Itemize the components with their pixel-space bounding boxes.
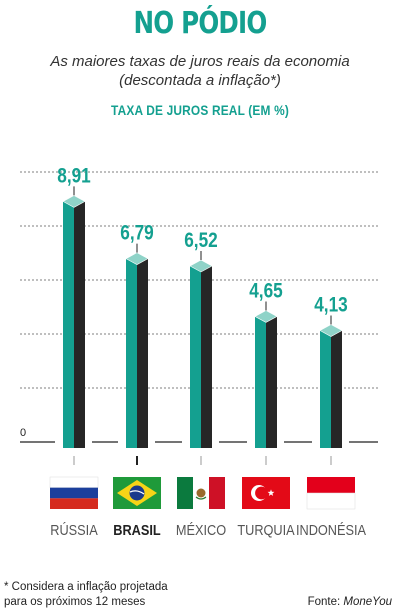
mexico-flag-green [177,477,193,509]
turkey-flag-crescent-inner [255,486,268,500]
bar-cap [254,310,278,323]
bar-front [126,258,137,448]
source-credit: Fonte: MoneYou [308,596,392,608]
bar-side [201,265,212,448]
mexico-flag-red [209,477,225,509]
mexico-flag-emblem [196,488,206,498]
brazil-flag-band [129,490,145,495]
category-label: RÚSSIA [50,521,98,538]
bar-value-label: 4,13 [314,294,348,317]
category-label: MÉXICO [176,521,226,538]
category-label: TURQUIA [237,521,295,538]
bar-front [320,330,331,448]
bar-value-label: 6,52 [184,229,218,252]
zero-tick-label: 0 [20,427,26,439]
page-subtitle: As maiores taxas de juros reais da econo… [50,53,350,89]
bar-cap [319,324,343,337]
bar-front [255,316,266,448]
bar-value-label: 8,91 [57,165,91,188]
indonesia-flag-red [307,477,355,493]
russia-flag-white [49,476,99,488]
bar-side [74,201,85,448]
bar-side [137,258,148,448]
source-name: MoneYou [343,596,392,608]
brazil-flag-globe [129,485,145,501]
bar-cap [125,252,149,266]
russia-flag-red [50,498,98,509]
page-title: NO PÓDIO [133,6,268,41]
source-label: Fonte: [307,596,344,608]
bar-value-label: 4,65 [249,280,283,303]
footnote-line-2: para os próximos 12 meses [4,596,146,608]
mexico-flag-wreath [195,496,207,500]
footnote-line-1: * Considera a inflação projetada [4,581,168,593]
turkey-flag-star [267,489,275,496]
bar-cap [62,195,86,208]
russia-flag-blue [50,487,98,499]
bar-front [63,201,74,448]
bar-value-label: 6,79 [120,222,154,245]
y-axis-label: TAXA DE JUROS REAL (EM %) [111,102,289,118]
footnote: * Considera a inflação projetada para os… [4,580,168,610]
indonesia-flag-white [306,492,356,510]
category-label: BRASIL [113,521,161,538]
bar-side [266,316,277,448]
bar-cap [189,259,213,273]
bar-side [331,330,342,448]
bar-front [190,265,201,448]
category-label: INDONÉSIA [296,521,367,538]
